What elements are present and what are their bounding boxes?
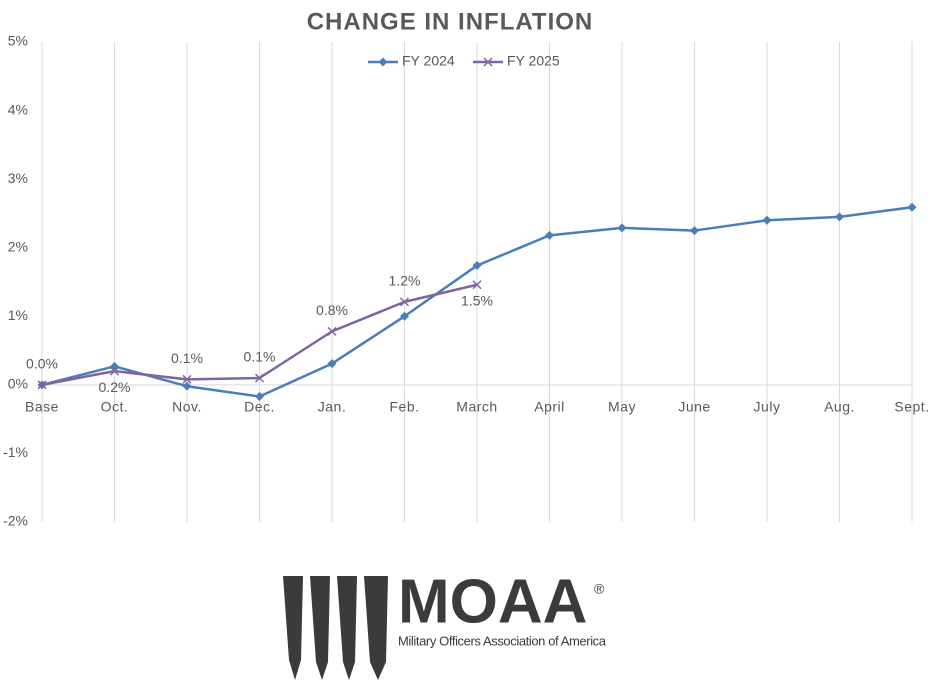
logo-bar: [310, 576, 330, 680]
marker: [472, 280, 482, 290]
marker: [690, 226, 699, 236]
marker: [907, 202, 917, 212]
x-tick-label: Sept.: [894, 399, 929, 415]
data-label: 0.1%: [244, 349, 276, 365]
marker: [182, 381, 192, 391]
x-tick-label: Jan.: [318, 399, 346, 415]
x-tick-label: Nov.: [172, 399, 202, 415]
legend-label: FY 2024: [402, 53, 455, 69]
marker: [545, 230, 554, 240]
x-tick-label: July: [754, 399, 781, 415]
x-tick-label: Feb.: [389, 399, 419, 415]
marker: [327, 359, 337, 369]
chart-title: CHANGE IN INFLATION: [307, 8, 594, 35]
logo-registered: ®: [594, 581, 605, 597]
y-tick-label: 5%: [8, 33, 28, 49]
marker: [762, 215, 772, 225]
marker: [483, 57, 493, 67]
data-label: 0.8%: [316, 302, 348, 318]
marker: [472, 261, 482, 271]
marker: [327, 326, 337, 336]
data-label: 1.5%: [461, 292, 493, 308]
marker: [182, 374, 192, 384]
y-tick-label: 4%: [8, 101, 28, 117]
logo-tagline: Military Officers Association of America: [398, 633, 607, 648]
marker: [37, 380, 47, 390]
logo-name: MOAA: [398, 567, 587, 636]
logo-bar: [337, 576, 357, 680]
y-tick-label: 2%: [8, 238, 28, 254]
x-tick-label: March: [456, 399, 497, 415]
y-tick-label: 1%: [8, 307, 28, 323]
marker: [110, 361, 119, 371]
legend-label: FY 2025: [507, 53, 560, 69]
marker: [378, 57, 388, 67]
data-label: 0.2%: [99, 379, 131, 395]
data-label: 1.2%: [389, 273, 421, 289]
marker: [835, 212, 844, 222]
x-tick-label: May: [608, 399, 636, 415]
marker: [109, 366, 120, 376]
marker: [255, 392, 264, 402]
y-tick-label: 3%: [8, 170, 28, 186]
x-tick-label: Dec.: [244, 399, 275, 415]
x-tick-label: Base: [25, 399, 59, 415]
y-tick-label: 0%: [8, 376, 28, 392]
y-tick-label: -2%: [3, 513, 28, 529]
data-label: 0.0%: [26, 356, 58, 372]
marker: [399, 297, 410, 307]
logo: MOAA ® Military Officers Association of …: [283, 567, 607, 680]
logo-bar: [283, 576, 303, 680]
x-tick-label: April: [534, 399, 565, 415]
x-tick-label: Aug.: [824, 399, 855, 415]
data-label: 0.1%: [171, 350, 203, 366]
x-tick-label: Oct.: [101, 399, 129, 415]
marker: [617, 223, 627, 233]
x-tick-label: June: [678, 399, 710, 415]
marker: [400, 311, 409, 321]
y-tick-label: -1%: [3, 444, 28, 460]
marker: [254, 373, 265, 383]
logo-bar: [364, 576, 388, 680]
